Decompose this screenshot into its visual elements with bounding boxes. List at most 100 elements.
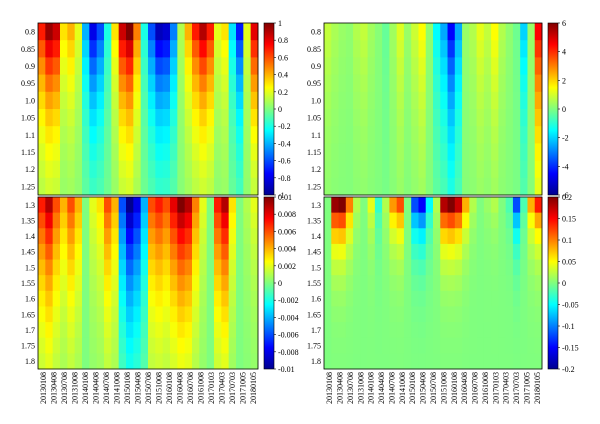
heatmap-cell	[324, 109, 332, 127]
heatmap-cell	[118, 126, 127, 144]
heatmap-cell	[89, 57, 98, 75]
heatmap-cell	[425, 322, 434, 339]
heatmap-cell	[338, 197, 347, 214]
heatmap-cell	[498, 177, 507, 196]
heatmap-cell	[155, 322, 164, 339]
heatmap-cell	[454, 40, 463, 58]
heatmap-cell	[324, 91, 332, 110]
heatmap-cell	[38, 243, 46, 260]
heatmap-cell	[184, 212, 193, 229]
heatmap-cell	[89, 322, 98, 339]
x-tick-label: 20150108	[408, 372, 417, 404]
heatmap-cell	[440, 290, 448, 307]
heatmap-cell	[45, 109, 54, 127]
heatmap-cell	[520, 212, 528, 229]
heatmap-cell	[155, 228, 164, 245]
heatmap-cell	[433, 322, 441, 339]
heatmap-cell	[476, 23, 485, 41]
heatmap-cell	[447, 228, 456, 245]
heatmap-cell	[433, 91, 441, 110]
heatmap-cell	[483, 57, 492, 75]
heatmap-cell	[469, 91, 477, 110]
heatmap-cell	[403, 91, 412, 110]
heatmap-cell	[221, 259, 230, 276]
heatmap-cell	[520, 353, 528, 370]
heatmap-cell	[162, 228, 171, 245]
plot-frame	[37, 22, 259, 196]
heatmap-cell	[89, 74, 98, 93]
heatmap-cell	[155, 177, 164, 196]
heatmap-cell	[140, 212, 149, 229]
heatmap-cell	[534, 243, 543, 260]
heatmap-cell	[491, 160, 499, 179]
heatmap-cell	[440, 177, 448, 196]
colorbar-tick-label: -0.008	[278, 348, 299, 357]
heatmap-cell	[374, 91, 383, 110]
heatmap-cell	[74, 126, 83, 144]
y-tick-label: 1.15	[307, 148, 321, 157]
heatmap-cell	[214, 306, 222, 323]
heatmap-cell	[469, 212, 477, 229]
heatmap-cell	[214, 143, 222, 161]
heatmap-cell	[447, 109, 456, 127]
heatmap-cell	[469, 23, 477, 41]
y-tick-label: 1.25	[307, 182, 321, 191]
heatmap-cell	[192, 243, 200, 260]
heatmap-cell	[38, 337, 46, 354]
heatmap-cell	[89, 91, 98, 110]
heatmap-cell	[170, 353, 178, 370]
heatmap-cell	[396, 74, 405, 93]
y-tick-label: 1.55	[21, 279, 35, 288]
heatmap-cell	[520, 228, 528, 245]
x-tick-label: 20150408	[134, 372, 143, 404]
heatmap-cell	[111, 337, 120, 354]
heatmap-cell	[512, 212, 521, 229]
heatmap-cell	[140, 290, 149, 307]
heatmap-cell	[433, 197, 441, 214]
heatmap-cell	[403, 109, 412, 127]
heatmap-cell	[498, 91, 507, 110]
heatmap-cell	[324, 23, 332, 41]
heatmap-cell	[170, 337, 178, 354]
heatmap-cell	[177, 259, 186, 276]
heatmap-cell	[133, 212, 142, 229]
heatmap-cell	[440, 212, 448, 229]
heatmap-cell	[476, 74, 485, 93]
heatmap-cell	[396, 57, 405, 75]
heatmap-cell	[418, 23, 427, 41]
heatmap-cell	[170, 57, 178, 75]
y-tick-label: 0.8	[25, 28, 35, 37]
heatmap-cell	[454, 228, 463, 245]
heatmap-cell	[498, 57, 507, 75]
heatmap-cell	[440, 322, 448, 339]
heatmap-cell	[447, 259, 456, 276]
y-tick-label: 1.35	[307, 217, 321, 226]
heatmap-panel-top-right: 0.8 0.85 0.9 0.95 1.0 1.05 1.1 1.15 1.2 1.25 6 4 2 0 -…	[307, 19, 569, 200]
heatmap-cell	[462, 322, 470, 339]
heatmap-cell	[418, 322, 427, 339]
heatmap-cell	[476, 126, 485, 144]
heatmap-cell	[45, 40, 54, 58]
heatmap-cell	[367, 74, 376, 93]
heatmap-cell	[89, 353, 98, 370]
heatmap-cell	[170, 259, 178, 276]
heatmap-cell	[534, 306, 543, 323]
heatmap-cell	[527, 91, 536, 110]
colorbar-tick-label: -0.004	[278, 313, 299, 322]
heatmap-cell	[96, 212, 105, 229]
heatmap-cell	[367, 290, 376, 307]
heatmap-cell	[454, 275, 463, 292]
heatmap-cell	[389, 243, 398, 260]
heatmap-cell	[60, 337, 68, 354]
heatmap-cell	[148, 306, 156, 323]
heatmap-cell	[505, 259, 514, 276]
heatmap-cell	[170, 322, 178, 339]
heatmap-cell	[396, 109, 405, 127]
heatmap-cell	[60, 275, 68, 292]
y-tick-label: 0.9	[311, 62, 321, 71]
heatmap-cell	[206, 126, 215, 144]
heatmap-cell	[126, 337, 134, 354]
heatmap-cell	[512, 91, 521, 110]
heatmap-cell	[184, 40, 193, 58]
heatmap-cell	[38, 23, 46, 41]
